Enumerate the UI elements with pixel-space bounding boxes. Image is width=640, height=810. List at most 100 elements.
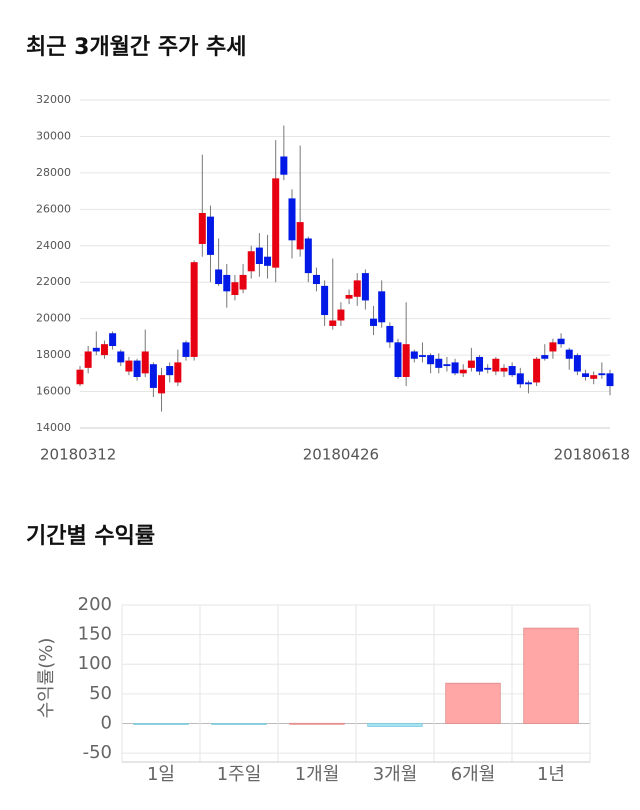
candle-body (386, 325, 394, 343)
candle-body (321, 285, 329, 316)
candle-body (598, 373, 606, 376)
y-tick-label: 14000 (36, 421, 71, 434)
candle-body (231, 282, 239, 295)
candle-body (84, 351, 92, 368)
candle-body (378, 291, 386, 323)
x-tick-label: 20180426 (303, 446, 379, 464)
candle-body (239, 274, 247, 290)
x-tick-label: 1주일 (217, 764, 262, 785)
candle-body (174, 362, 182, 383)
candle-body (109, 333, 117, 346)
candle-body (476, 356, 484, 372)
y-tick-label: 200 (78, 594, 112, 615)
candle-body (435, 358, 443, 368)
candle-body (508, 366, 516, 376)
candle-body (125, 360, 133, 372)
y-tick-label: 18000 (36, 348, 71, 361)
candle-body (100, 344, 108, 356)
candle-body (329, 320, 337, 326)
candle-body (394, 342, 402, 377)
candle-body (206, 216, 214, 255)
y-tick-label: 0 (101, 712, 112, 733)
bar (523, 627, 579, 724)
candle-body (402, 344, 410, 377)
y-tick-label: 150 (78, 624, 112, 645)
chart-title: 기간별 수익률 (26, 524, 155, 549)
candle-body (443, 364, 451, 367)
y-tick-label: 22000 (36, 275, 71, 288)
candle-body (533, 358, 541, 383)
candle-body (582, 373, 590, 377)
candle-body (590, 375, 598, 379)
candle-body (549, 342, 557, 352)
y-tick-label: 50 (89, 683, 112, 704)
candle-body (149, 364, 157, 388)
candle-body (117, 351, 125, 363)
candle-body (353, 280, 361, 297)
candle-body (304, 238, 312, 274)
candle-body (557, 338, 565, 345)
x-tick-label: 1년 (537, 764, 565, 785)
candle-body (459, 369, 467, 374)
candle-body (182, 342, 190, 357)
candle-body (264, 256, 272, 266)
bar (445, 682, 501, 724)
candle-body (418, 355, 426, 357)
y-tick-label: 26000 (36, 202, 71, 215)
y-tick-label: 100 (78, 653, 112, 674)
candle-body (565, 349, 573, 359)
candle-body (337, 309, 345, 321)
y-tick-label: 24000 (36, 239, 71, 252)
candle-body (223, 274, 231, 292)
candle-body (247, 251, 255, 272)
y-tick-label: 16000 (36, 385, 71, 398)
candle-body (467, 360, 475, 368)
x-tick-label: 1개월 (295, 764, 340, 785)
x-tick-label: 20180618 (554, 446, 630, 464)
x-tick-label: 1일 (147, 764, 175, 785)
candle-body (280, 156, 288, 175)
bar (211, 723, 267, 725)
x-tick-label: 3개월 (373, 764, 418, 785)
candle-body (370, 318, 378, 326)
y-tick-label: 32000 (36, 93, 71, 106)
candle-body (312, 274, 320, 285)
candle-body (215, 269, 223, 285)
x-tick-label: 20180312 (40, 446, 116, 464)
chart-title: 최근 3개월간 주가 추세 (26, 35, 246, 60)
candle-body (76, 369, 84, 385)
y-axis-title: 수익률(%) (36, 638, 57, 719)
candle-body (198, 212, 206, 244)
y-tick-label: 28000 (36, 166, 71, 179)
y-tick-label: 20000 (36, 312, 71, 325)
x-tick-label: 6개월 (451, 764, 496, 785)
bar (133, 723, 189, 725)
candle-body (541, 355, 549, 359)
candle-body (166, 366, 174, 376)
candle-body (296, 222, 304, 250)
candle-body (524, 382, 532, 385)
candle-body (255, 247, 263, 264)
candle-body (492, 358, 500, 372)
candle-body (606, 373, 614, 387)
candle-body (361, 273, 369, 301)
candle-body (427, 355, 435, 365)
candle-body (500, 367, 508, 372)
candle-body (345, 294, 353, 299)
candle-body (272, 178, 280, 268)
candle-body (516, 373, 524, 385)
candle-body (451, 362, 459, 374)
y-tick-label: 30000 (36, 129, 71, 142)
candle-body (141, 351, 149, 374)
candle-body (410, 351, 418, 359)
candle-body (133, 360, 141, 377)
candle-body (288, 198, 296, 241)
candle-body (158, 375, 166, 394)
candle-body (573, 355, 581, 372)
candle-body (190, 262, 198, 357)
bar (367, 723, 423, 727)
y-tick-label: -50 (83, 742, 112, 763)
candle-body (92, 347, 100, 352)
candle-body (484, 367, 492, 370)
